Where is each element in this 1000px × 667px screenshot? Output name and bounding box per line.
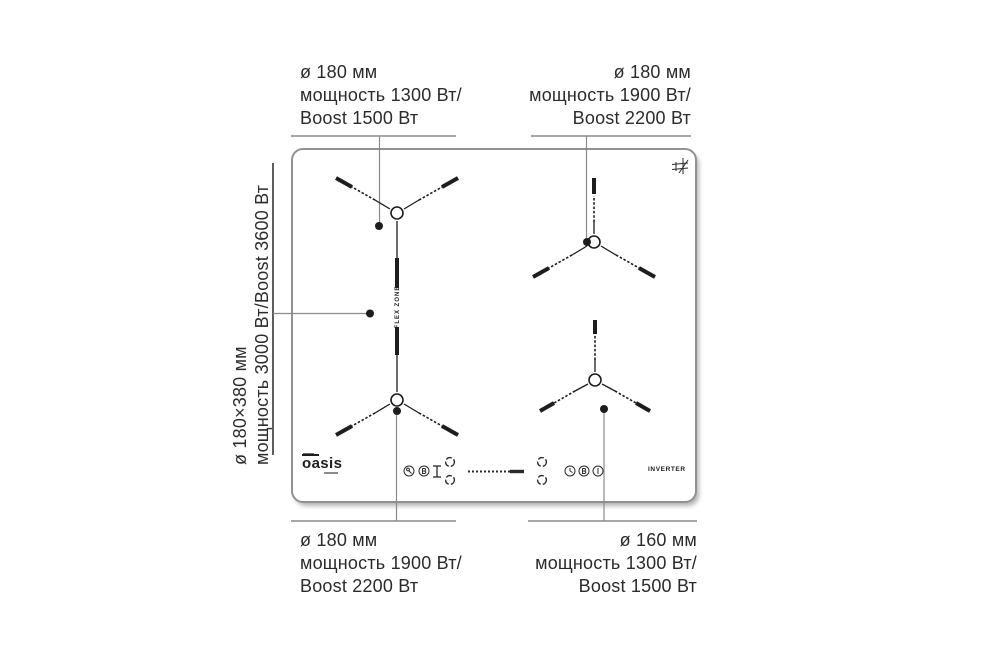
spec-label-top-left: ø 180 мм мощность 1300 Вт/ Boost 1500 Вт: [300, 61, 462, 130]
callout-dots: [366, 222, 608, 415]
spec-power: мощность 1900 Вт/: [300, 553, 462, 573]
spec-boost: Boost 2200 Вт: [572, 108, 691, 128]
left-zone-rings-icon: [444, 456, 456, 486]
spec-power: мощность 1900 Вт/: [529, 85, 691, 105]
oasis-tagline-bottom: [324, 472, 338, 474]
burner-bottom-left: [335, 393, 459, 437]
burner-top-right: [532, 178, 656, 279]
right-zone-rings-icon: [536, 456, 548, 486]
spec-diameter: ø 180 мм: [613, 62, 691, 82]
timer-icon: [564, 465, 576, 477]
heat-selector-icon: [433, 465, 441, 478]
boost-icon: [418, 465, 430, 477]
spec-boost: Boost 1500 Вт: [578, 576, 697, 596]
spec-boost: Boost 2200 Вт: [300, 576, 419, 596]
lock-icon: [403, 465, 415, 477]
spec-label-flex-zone: ø 180×380 мм мощность 3000 Вт/Boost 3600…: [229, 153, 273, 465]
spec-label-bottom-right: ø 160 мм мощность 1300 Вт/ Boost 1500 Вт: [447, 529, 697, 598]
spec-label-top-right: ø 180 мм мощность 1900 Вт/ Boost 2200 Вт: [441, 61, 691, 130]
oasis-wordmark: oasis: [302, 454, 346, 472]
burner-bottom-right: [539, 320, 651, 413]
cooktop-panel: [291, 148, 697, 503]
spec-diameter: ø 180 мм: [300, 530, 378, 550]
spec-power: мощность 1300 Вт/: [535, 553, 697, 573]
spec-label-bottom-left: ø 180 мм мощность 1900 Вт/ Boost 2200 Вт: [300, 529, 462, 598]
label-rules: [272, 135, 697, 522]
spec-power: мощность 3000 Вт/Boost 3600 Вт: [252, 184, 272, 465]
boost-icon: [578, 465, 590, 477]
oasis-overbar: [302, 454, 319, 456]
power-icon: [592, 465, 604, 477]
spec-boost: Boost 1500 Вт: [300, 108, 419, 128]
spec-diameter: ø 180×380 мм: [230, 346, 250, 465]
oasis-text: oasis: [302, 455, 343, 472]
spec-power: мощность 1300 Вт/: [300, 85, 462, 105]
leader-lines: [273, 136, 605, 521]
flex-zone-label: FLEX ZONE: [395, 286, 401, 329]
oasis-logo: oasis: [302, 453, 346, 474]
spec-diameter: ø 180 мм: [300, 62, 378, 82]
spec-diameter: ø 160 мм: [619, 530, 697, 550]
induction-mark-icon: [671, 158, 689, 174]
inverter-label: INVERTER: [648, 466, 686, 473]
burner-top-left: [335, 176, 459, 220]
